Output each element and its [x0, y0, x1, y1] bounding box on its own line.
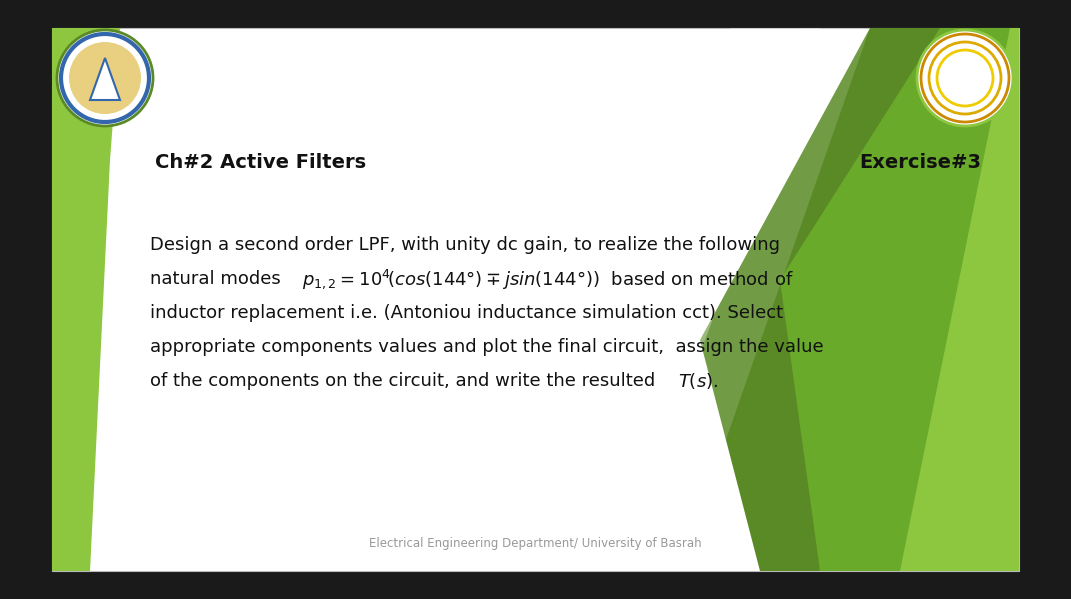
Text: $T(s)$.: $T(s)$.: [678, 371, 719, 391]
Polygon shape: [780, 28, 1019, 571]
Text: $p_{1,2} = 10^4\!\left(cos(144°) \mp jsin(144°)\right)$  based on method of: $p_{1,2} = 10^4\!\left(cos(144°) \mp jsi…: [302, 267, 794, 291]
Text: inductor replacement i.e. (Antoniou inductance simulation cct). Select: inductor replacement i.e. (Antoniou indu…: [150, 304, 783, 322]
Text: natural modes: natural modes: [150, 270, 298, 288]
FancyBboxPatch shape: [52, 28, 1019, 571]
Circle shape: [57, 30, 153, 126]
Text: of the components on the circuit, and write the resulted: of the components on the circuit, and wr…: [150, 372, 661, 390]
Polygon shape: [52, 28, 80, 571]
Text: Design a second order LPF, with unity dc gain, to realize the following: Design a second order LPF, with unity dc…: [150, 236, 780, 254]
Text: Electrical Engineering Department/ University of Basrah: Electrical Engineering Department/ Unive…: [368, 537, 702, 549]
Polygon shape: [900, 28, 1019, 571]
Polygon shape: [90, 58, 120, 100]
Text: Ch#2 Active Filters: Ch#2 Active Filters: [155, 153, 366, 173]
Circle shape: [917, 30, 1013, 126]
Polygon shape: [610, 28, 870, 571]
Text: Exercise#3: Exercise#3: [859, 153, 981, 173]
Polygon shape: [530, 28, 820, 571]
Polygon shape: [52, 28, 120, 571]
Polygon shape: [700, 28, 1019, 571]
Circle shape: [69, 42, 141, 114]
Text: appropriate components values and plot the final circuit,  assign the value: appropriate components values and plot t…: [150, 338, 824, 356]
